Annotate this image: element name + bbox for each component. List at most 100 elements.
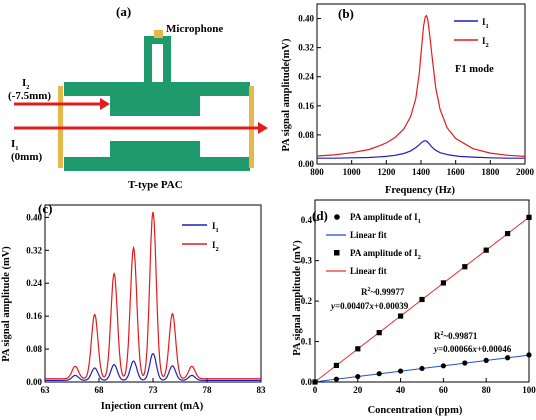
pac-resonator-bottom bbox=[110, 141, 200, 157]
legend-label-fit1: Linear fit bbox=[350, 230, 387, 240]
panel-a-label: (a) bbox=[116, 4, 131, 19]
pac-resonator-top bbox=[110, 96, 200, 116]
data-point-i2 bbox=[526, 214, 532, 220]
series-line-i2 bbox=[45, 211, 261, 380]
pac-stem-top bbox=[144, 36, 171, 44]
data-point-i1 bbox=[483, 357, 489, 363]
panel-d-y-axis-label: PA signal amplitude (mV) bbox=[292, 240, 303, 356]
beam-i1-arrow bbox=[14, 122, 268, 134]
annotation-eq-i1: y=0.00066x+0.00046 bbox=[433, 344, 512, 354]
panel-d-chart: (d) PA signal amplitude (mV) Concentrati… bbox=[292, 199, 536, 416]
x-tick-label: 1600 bbox=[447, 167, 466, 177]
legend-marker-i2 bbox=[334, 250, 340, 256]
panel-d-x-axis-label: Concentration (ppm) bbox=[368, 405, 463, 416]
panel-d-ticks: 0 20 40 60 80 100 0.0 0.1 0.2 0.3 0.4 bbox=[301, 215, 536, 395]
panel-b-plot-frame bbox=[316, 3, 526, 165]
microphone-icon bbox=[154, 30, 163, 38]
x-tick-label: 800 bbox=[310, 167, 324, 177]
y-tick-label: 0.00 bbox=[26, 377, 42, 387]
y-tick-label: 0.00 bbox=[298, 159, 314, 169]
y-tick-label: 0.40 bbox=[298, 14, 314, 24]
x-tick-label: 100 bbox=[522, 385, 536, 395]
beam-i2-position: (-7.5mm) bbox=[8, 90, 51, 102]
x-tick-label: 1000 bbox=[343, 167, 362, 177]
data-point-i1 bbox=[419, 365, 425, 372]
panel-d-series bbox=[312, 214, 532, 385]
x-tick-label: 83 bbox=[257, 385, 267, 395]
data-point-i2 bbox=[355, 346, 361, 352]
y-tick-label: 0.3 bbox=[301, 256, 313, 266]
pac-top-wall bbox=[64, 82, 250, 96]
y-tick-label: 0.16 bbox=[26, 311, 42, 321]
panel-b-series bbox=[316, 14, 526, 159]
panel-c-series bbox=[45, 211, 261, 381]
beam-i2-label: I2 bbox=[22, 77, 30, 91]
panel-c-chart: (c) PA signal amplitude (mV) Injection c… bbox=[1, 201, 266, 412]
x-tick-label: 1400 bbox=[412, 167, 431, 177]
series-line-i2 bbox=[316, 14, 526, 157]
x-tick-label: 73 bbox=[149, 385, 159, 395]
beam-i2-arrow bbox=[14, 98, 110, 110]
data-point-i1 bbox=[526, 352, 532, 358]
legend-label-i2: I2 bbox=[212, 240, 219, 253]
legend-label-fit2: Linear fit bbox=[350, 266, 387, 276]
legend-label-i1: I1 bbox=[212, 221, 219, 234]
panel-d-legend: PA amplitude of I1 Linear fit PA amplitu… bbox=[326, 212, 421, 276]
beam-i1-position: (0mm) bbox=[11, 151, 42, 163]
y-tick-label: 0.1 bbox=[301, 337, 313, 347]
data-point-i1 bbox=[462, 360, 468, 366]
data-point-i2 bbox=[483, 247, 489, 253]
legend-label-pa-i1: PA amplitude of I1 bbox=[350, 212, 421, 225]
legend-label-pa-i2: PA amplitude of I2 bbox=[350, 248, 421, 261]
x-tick-label: 60 bbox=[439, 385, 449, 395]
y-tick-label: 0.08 bbox=[26, 344, 42, 354]
series-line-i1 bbox=[45, 352, 261, 381]
beam-i1-label: I1 bbox=[11, 138, 19, 152]
data-point-i1 bbox=[355, 373, 361, 380]
data-point-i2 bbox=[312, 379, 318, 385]
x-tick-label: 20 bbox=[353, 385, 363, 395]
x-tick-label: 2000 bbox=[516, 167, 535, 177]
data-point-i2 bbox=[505, 230, 511, 237]
data-point-i1 bbox=[398, 368, 404, 374]
data-point-i2 bbox=[440, 280, 446, 286]
x-tick-label: 1800 bbox=[481, 167, 500, 177]
x-tick-label: 78 bbox=[203, 385, 213, 395]
legend-label-i1: I1 bbox=[482, 17, 489, 30]
panel-a-diagram: (a) Microphone I2 (-7.5mm) I1 (0mm) T- bbox=[8, 4, 268, 191]
panel-b-y-axis-label: PA signal amplitude(mV) bbox=[281, 38, 292, 151]
pac-caption: T-type PAC bbox=[128, 179, 183, 191]
data-point-i1 bbox=[505, 355, 511, 361]
panel-c-plot-frame bbox=[44, 204, 262, 383]
data-point-i1 bbox=[333, 376, 339, 382]
y-tick-label: 0.32 bbox=[26, 245, 42, 255]
pac-cell-body bbox=[64, 36, 250, 171]
panel-b-label: (b) bbox=[338, 6, 354, 21]
x-tick-label: 63 bbox=[41, 385, 51, 395]
data-point-i2 bbox=[462, 264, 468, 270]
y-tick-label: 0.0 bbox=[301, 377, 313, 387]
annotation-r2-i2: R2~0.99977 bbox=[361, 287, 405, 297]
annotation-eq-i2: y=0.00407x+0.00039 bbox=[330, 301, 409, 311]
panel-d-plot-frame bbox=[314, 199, 530, 383]
legend-label-i2: I2 bbox=[482, 36, 489, 49]
x-tick-label: 1200 bbox=[377, 167, 396, 177]
mode-label: F1 mode bbox=[455, 64, 494, 75]
panel-c-x-axis-label: Injection current (mA) bbox=[101, 401, 204, 412]
data-point-i1 bbox=[376, 371, 382, 377]
panel-c-legend: I1 I2 bbox=[182, 221, 219, 253]
annotation-r2-i1: R2~0.99871 bbox=[434, 331, 478, 341]
panel-b-chart: (b) PA signal amplitude(mV) Frequency (H… bbox=[281, 3, 535, 196]
data-point-i2 bbox=[398, 313, 404, 319]
panel-c-ticks: 63 68 73 78 83 0.00 0.08 0.16 0.24 0.32 0.40 bbox=[26, 212, 266, 395]
x-tick-label: 80 bbox=[482, 385, 492, 395]
y-tick-label: 0.32 bbox=[298, 43, 314, 53]
microphone-label: Microphone bbox=[166, 23, 223, 35]
y-tick-label: 0.16 bbox=[298, 101, 314, 111]
x-tick-label: 0 bbox=[313, 385, 318, 395]
series-line-i1 bbox=[317, 140, 525, 159]
pac-bottom-wall bbox=[64, 157, 250, 171]
y-tick-label: 0.4 bbox=[301, 215, 313, 225]
panel-b-x-axis-label: Frequency (Hz) bbox=[385, 185, 456, 196]
